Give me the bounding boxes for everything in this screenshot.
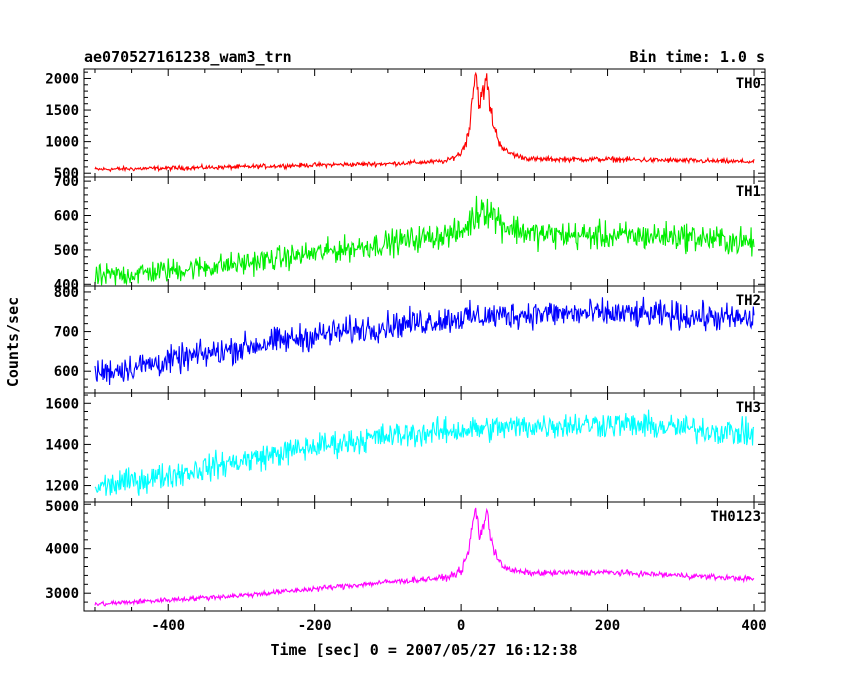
y-tick-label: 800 xyxy=(54,285,79,301)
panel-th2: 600 700 800 TH2 xyxy=(54,285,766,394)
y-tick-label: 1600 xyxy=(45,396,79,412)
panel-label-th2: TH2 xyxy=(736,293,761,309)
series-line-th1 xyxy=(94,195,755,286)
chart-subtitle: Bin time: 1.0 s xyxy=(630,48,765,66)
panel-frame xyxy=(83,285,766,394)
x-ticks xyxy=(94,69,755,177)
panel-th1: 400 500 600 700 TH1 xyxy=(54,174,766,293)
x-tick-label: -200 xyxy=(298,618,332,634)
x-ticks xyxy=(94,393,755,502)
chart-title: ae070527161238_wam3_trn xyxy=(84,48,292,66)
y-tick-label: 3000 xyxy=(45,586,79,602)
y-tick-label: 600 xyxy=(54,364,79,380)
x-tick-label: 200 xyxy=(595,618,620,634)
y-tick-label: 400 xyxy=(54,277,79,293)
y-tick-label: 500 xyxy=(54,243,79,259)
series-line-th3 xyxy=(94,409,755,496)
y-ticks xyxy=(84,180,765,285)
x-ticks xyxy=(94,286,755,393)
panel-th0123: 3000 4000 5000 TH0123 xyxy=(45,499,766,612)
y-ticks xyxy=(84,291,765,388)
panel-th0: 500 1000 1500 2000 TH0 xyxy=(45,68,766,182)
y-tick-label: 1500 xyxy=(45,103,79,119)
y-ticks xyxy=(84,394,765,503)
series-line-th0 xyxy=(94,71,755,173)
panel-th3: 1200 1400 1600 TH3 xyxy=(45,392,766,503)
y-tick-label: 4000 xyxy=(45,542,79,558)
panel-frame xyxy=(83,501,766,612)
y-tick-label: 2000 xyxy=(45,71,79,87)
y-tick-label: 500 xyxy=(54,166,79,182)
y-tick-label: 700 xyxy=(54,174,79,190)
y-tick-label: 1200 xyxy=(45,479,79,495)
x-tick-label: 0 xyxy=(457,618,465,634)
x-ticks xyxy=(94,177,755,286)
panel-label-th3: TH3 xyxy=(736,400,761,416)
y-ticks xyxy=(84,71,765,174)
y-tick-label: 1400 xyxy=(45,437,79,453)
panel-label-th1: TH1 xyxy=(736,184,761,200)
y-tick-label: 1000 xyxy=(45,135,79,151)
y-axis-label: Counts/sec xyxy=(4,297,22,387)
panel-frame xyxy=(83,392,766,503)
x-ticks xyxy=(94,502,755,611)
x-tick-label: -400 xyxy=(151,618,185,634)
series-line-th0123 xyxy=(94,507,755,607)
x-tick-label: 400 xyxy=(741,618,766,634)
panel-label-th0: TH0 xyxy=(736,76,761,92)
panels: 500 1000 1500 2000 TH0 400 500 600 700 TH1 600 700 8… xyxy=(45,68,766,612)
series-line-th2 xyxy=(94,296,755,386)
x-axis-label: Time [sec] 0 = 2007/05/27 16:12:38 xyxy=(270,641,577,659)
y-ticks xyxy=(84,503,765,612)
x-axis-tick-labels: -400 -200 0 200 400 xyxy=(151,618,766,634)
panel-label-th0123: TH0123 xyxy=(710,509,761,525)
y-tick-label: 600 xyxy=(54,209,79,225)
y-tick-label: 5000 xyxy=(45,499,79,515)
y-tick-label: 700 xyxy=(54,325,79,341)
